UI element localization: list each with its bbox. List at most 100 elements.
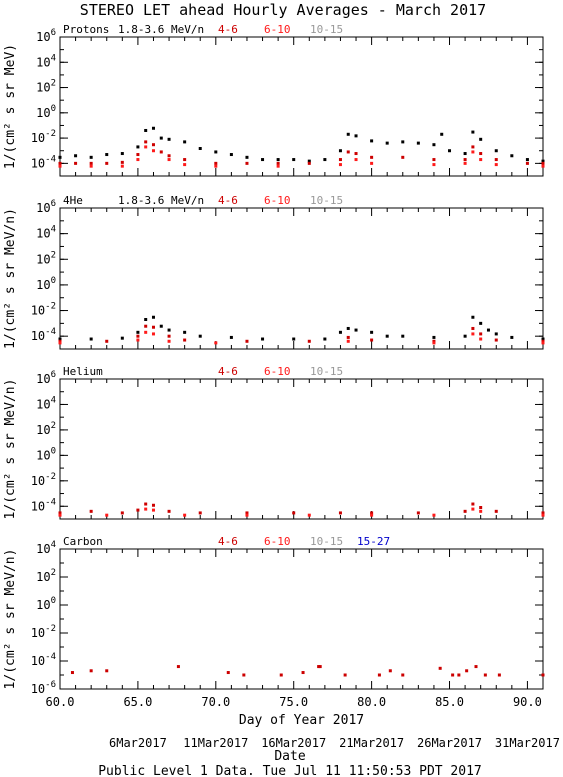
data-point [463, 334, 467, 338]
data-point [338, 511, 342, 515]
data-point [483, 673, 487, 677]
data-point [198, 334, 202, 338]
data-point [167, 509, 171, 513]
y-tick-label: 102 [36, 568, 56, 584]
data-point [346, 326, 350, 330]
data-point [432, 143, 436, 147]
data-point [494, 332, 498, 336]
data-point [370, 338, 374, 342]
data-point [541, 673, 545, 677]
data-point [176, 665, 180, 669]
data-point [432, 335, 436, 339]
data-point [183, 140, 187, 144]
y-tick-label: 102 [36, 421, 56, 437]
data-point [479, 137, 483, 141]
data-point [343, 673, 347, 677]
data-point [120, 164, 124, 168]
date-tick-label: 31Mar2017 [495, 736, 560, 750]
data-point [105, 669, 109, 673]
data-point [432, 339, 436, 343]
data-point [144, 502, 148, 506]
data-point [229, 153, 233, 157]
data-point [471, 150, 475, 154]
data-point [346, 150, 350, 154]
y-tick-label: 104 [36, 53, 56, 69]
data-point [323, 158, 327, 162]
data-point [245, 155, 249, 159]
data-point [89, 509, 93, 513]
data-point [370, 511, 374, 515]
panel-label: Carbon [63, 535, 103, 548]
data-point [144, 145, 148, 149]
data-point [354, 158, 358, 162]
data-point [370, 155, 374, 159]
data-point [354, 134, 358, 138]
y-tick-label: 102 [36, 250, 56, 266]
data-point [120, 511, 124, 515]
data-point [183, 513, 187, 517]
data-point [438, 666, 442, 670]
data-point [541, 339, 545, 343]
data-point [388, 669, 392, 673]
data-point [58, 164, 62, 168]
data-point [432, 341, 436, 345]
date-axis-label: Date [274, 749, 305, 764]
date-tick-label: 6Mar2017 [109, 736, 167, 750]
x-tick-label: 60.0 [46, 695, 75, 709]
data-point [144, 140, 148, 144]
data-point [401, 140, 405, 144]
data-point [323, 337, 327, 341]
data-point [486, 328, 490, 332]
data-point [354, 152, 358, 156]
legend-label: 6-10 [264, 535, 291, 548]
legend-label: 1.8-3.6 MeV/n [118, 23, 204, 36]
data-point [338, 163, 342, 167]
y-tick-label: 102 [36, 79, 56, 95]
data-point [292, 158, 296, 162]
data-point [451, 673, 455, 677]
data-point [151, 126, 155, 130]
y-tick-label: 104 [36, 225, 56, 241]
data-point [541, 337, 545, 341]
legend-label: 1.8-3.6 MeV/n [118, 194, 204, 207]
data-point [167, 328, 171, 332]
panel-label: Protons [63, 23, 109, 36]
data-point [307, 159, 311, 163]
series-6-10 [58, 507, 545, 517]
plot-frame [59, 36, 544, 177]
data-point [183, 330, 187, 334]
footer-text: Public Level 1 Data. Tue Jul 11 11:50:53… [98, 764, 482, 777]
y-tick-label: 100 [36, 104, 56, 120]
series-4-6 [58, 502, 545, 515]
data-point [440, 132, 444, 136]
y-tick-label: 10-4 [31, 497, 56, 513]
data-point [58, 155, 62, 159]
y-tick-label: 10-2 [31, 129, 56, 145]
data-point [471, 315, 475, 319]
date-tick-label: 11Mar2017 [183, 736, 248, 750]
data-point [432, 513, 436, 517]
data-point [159, 150, 163, 154]
y-tick-label: 104 [36, 395, 56, 411]
y-axis-label: 1/(cm² s sr MeV/n) [3, 549, 18, 690]
data-point [401, 155, 405, 159]
data-point [510, 335, 514, 339]
data-point [479, 152, 483, 156]
y-tick-label: 10-4 [31, 154, 56, 170]
x-tick-label: 85.0 [435, 695, 464, 709]
legend-label: 6-10 [264, 23, 291, 36]
y-tick-label: 106 [36, 199, 56, 215]
data-point [463, 161, 467, 165]
data-point [471, 332, 475, 336]
data-point [276, 161, 280, 165]
data-point [183, 158, 187, 162]
data-point [151, 149, 155, 153]
data-point [214, 341, 218, 345]
panel-helium: 106 104 102 100 10-2 10-4 1/(cm² s sr MeV/n) He… [3, 365, 545, 520]
data-point [338, 158, 342, 162]
legend-label: 4-6 [218, 365, 238, 378]
data-point [346, 132, 350, 136]
y-tick-label: 100 [36, 276, 56, 292]
data-point [457, 673, 461, 677]
legend-label: 10-15 [310, 535, 343, 548]
